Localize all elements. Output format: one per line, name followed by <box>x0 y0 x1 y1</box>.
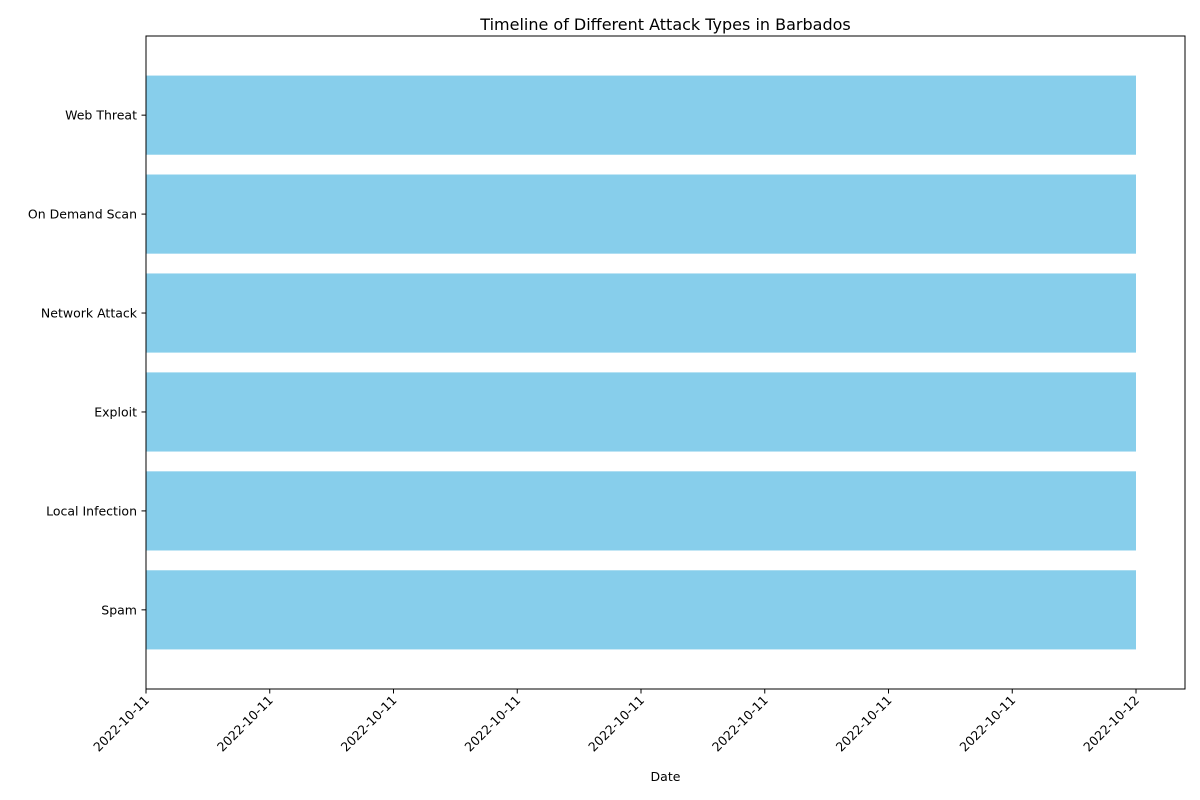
x-axis-label: Date <box>651 769 681 784</box>
x-tick-label: 2022-10-11 <box>338 693 400 755</box>
y-tick-label: Spam <box>101 602 137 617</box>
y-tick-label: Local Infection <box>46 503 137 518</box>
bar-on-demand-scan <box>146 174 1136 254</box>
bar-network-attack <box>146 273 1136 353</box>
x-tick-label: 2022-10-11 <box>833 693 895 755</box>
bar-exploit <box>146 372 1136 452</box>
x-tick-label: 2022-10-11 <box>90 693 152 755</box>
x-tick-label: 2022-10-11 <box>214 693 276 755</box>
y-axis-ticks: Spam Local Infection Exploit Network Attack… <box>28 108 146 617</box>
x-tick-label: 2022-10-12 <box>1080 693 1142 755</box>
x-tick-label: 2022-10-11 <box>585 693 647 755</box>
bars-group <box>146 75 1136 650</box>
x-tick-label: 2022-10-11 <box>956 693 1018 755</box>
bar-web-threat <box>146 75 1136 155</box>
plot-frame <box>145 35 1186 690</box>
y-tick-label: On Demand Scan <box>28 207 137 222</box>
x-tick-label: 2022-10-11 <box>709 693 771 755</box>
y-tick-label: Web Threat <box>65 108 137 123</box>
chart-title: Timeline of Different Attack Types in Ba… <box>479 15 850 34</box>
y-tick-label: Exploit <box>94 404 137 419</box>
bar-local-infection <box>146 471 1136 551</box>
x-tick-label: 2022-10-11 <box>461 693 523 755</box>
y-tick-label: Network Attack <box>41 306 138 321</box>
x-axis-ticks: 2022-10-11 2022-10-11 2022-10-11 2022-10-11… <box>90 689 1142 754</box>
bar-spam <box>146 570 1136 650</box>
